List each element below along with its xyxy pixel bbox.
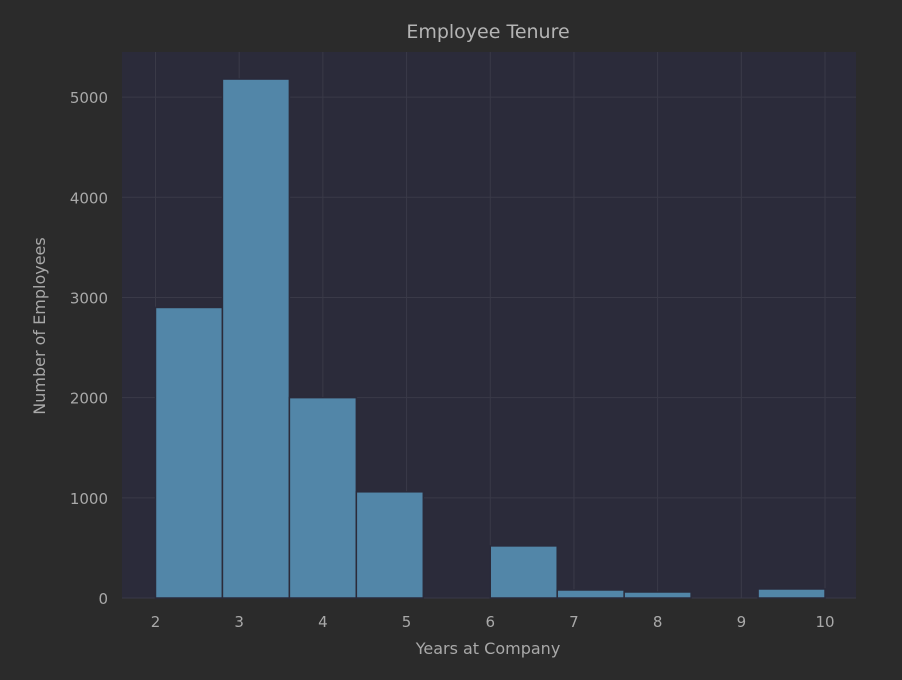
x-tick-label: 3 (234, 613, 244, 631)
chart-title: Employee Tenure (406, 21, 569, 43)
y-tick-labels: 0 1000 2000 3000 4000 5000 (70, 89, 108, 608)
x-tick-labels: 2 3 4 5 6 7 8 9 10 (151, 613, 835, 631)
x-axis-label: Years at Company (415, 639, 561, 658)
y-tick-label: 1000 (70, 490, 108, 508)
y-tick-label: 4000 (70, 189, 108, 207)
histogram-bar (556, 589, 625, 599)
x-tick-label: 5 (402, 613, 412, 631)
histogram-bar (221, 78, 291, 599)
y-tick-label: 3000 (70, 289, 108, 307)
x-tick-label: 2 (151, 613, 161, 631)
histogram-bar (623, 591, 692, 599)
bars (154, 78, 826, 599)
x-tick-label: 8 (653, 613, 663, 631)
histogram-bar (757, 588, 826, 599)
histogram-bar (489, 545, 558, 599)
x-tick-label: 4 (318, 613, 328, 631)
histogram-bar (355, 491, 425, 599)
y-axis-label: Number of Employees (30, 237, 49, 414)
x-tick-label: 7 (569, 613, 579, 631)
x-tick-label: 9 (737, 613, 747, 631)
x-tick-label: 6 (485, 613, 495, 631)
histogram-bar (288, 396, 358, 599)
histogram-bar (154, 306, 224, 599)
y-tick-label: 2000 (70, 390, 108, 408)
y-tick-label: 5000 (70, 89, 108, 107)
y-tick-label: 0 (98, 590, 108, 608)
grid-lines (122, 52, 856, 599)
x-tick-label: 10 (815, 613, 834, 631)
